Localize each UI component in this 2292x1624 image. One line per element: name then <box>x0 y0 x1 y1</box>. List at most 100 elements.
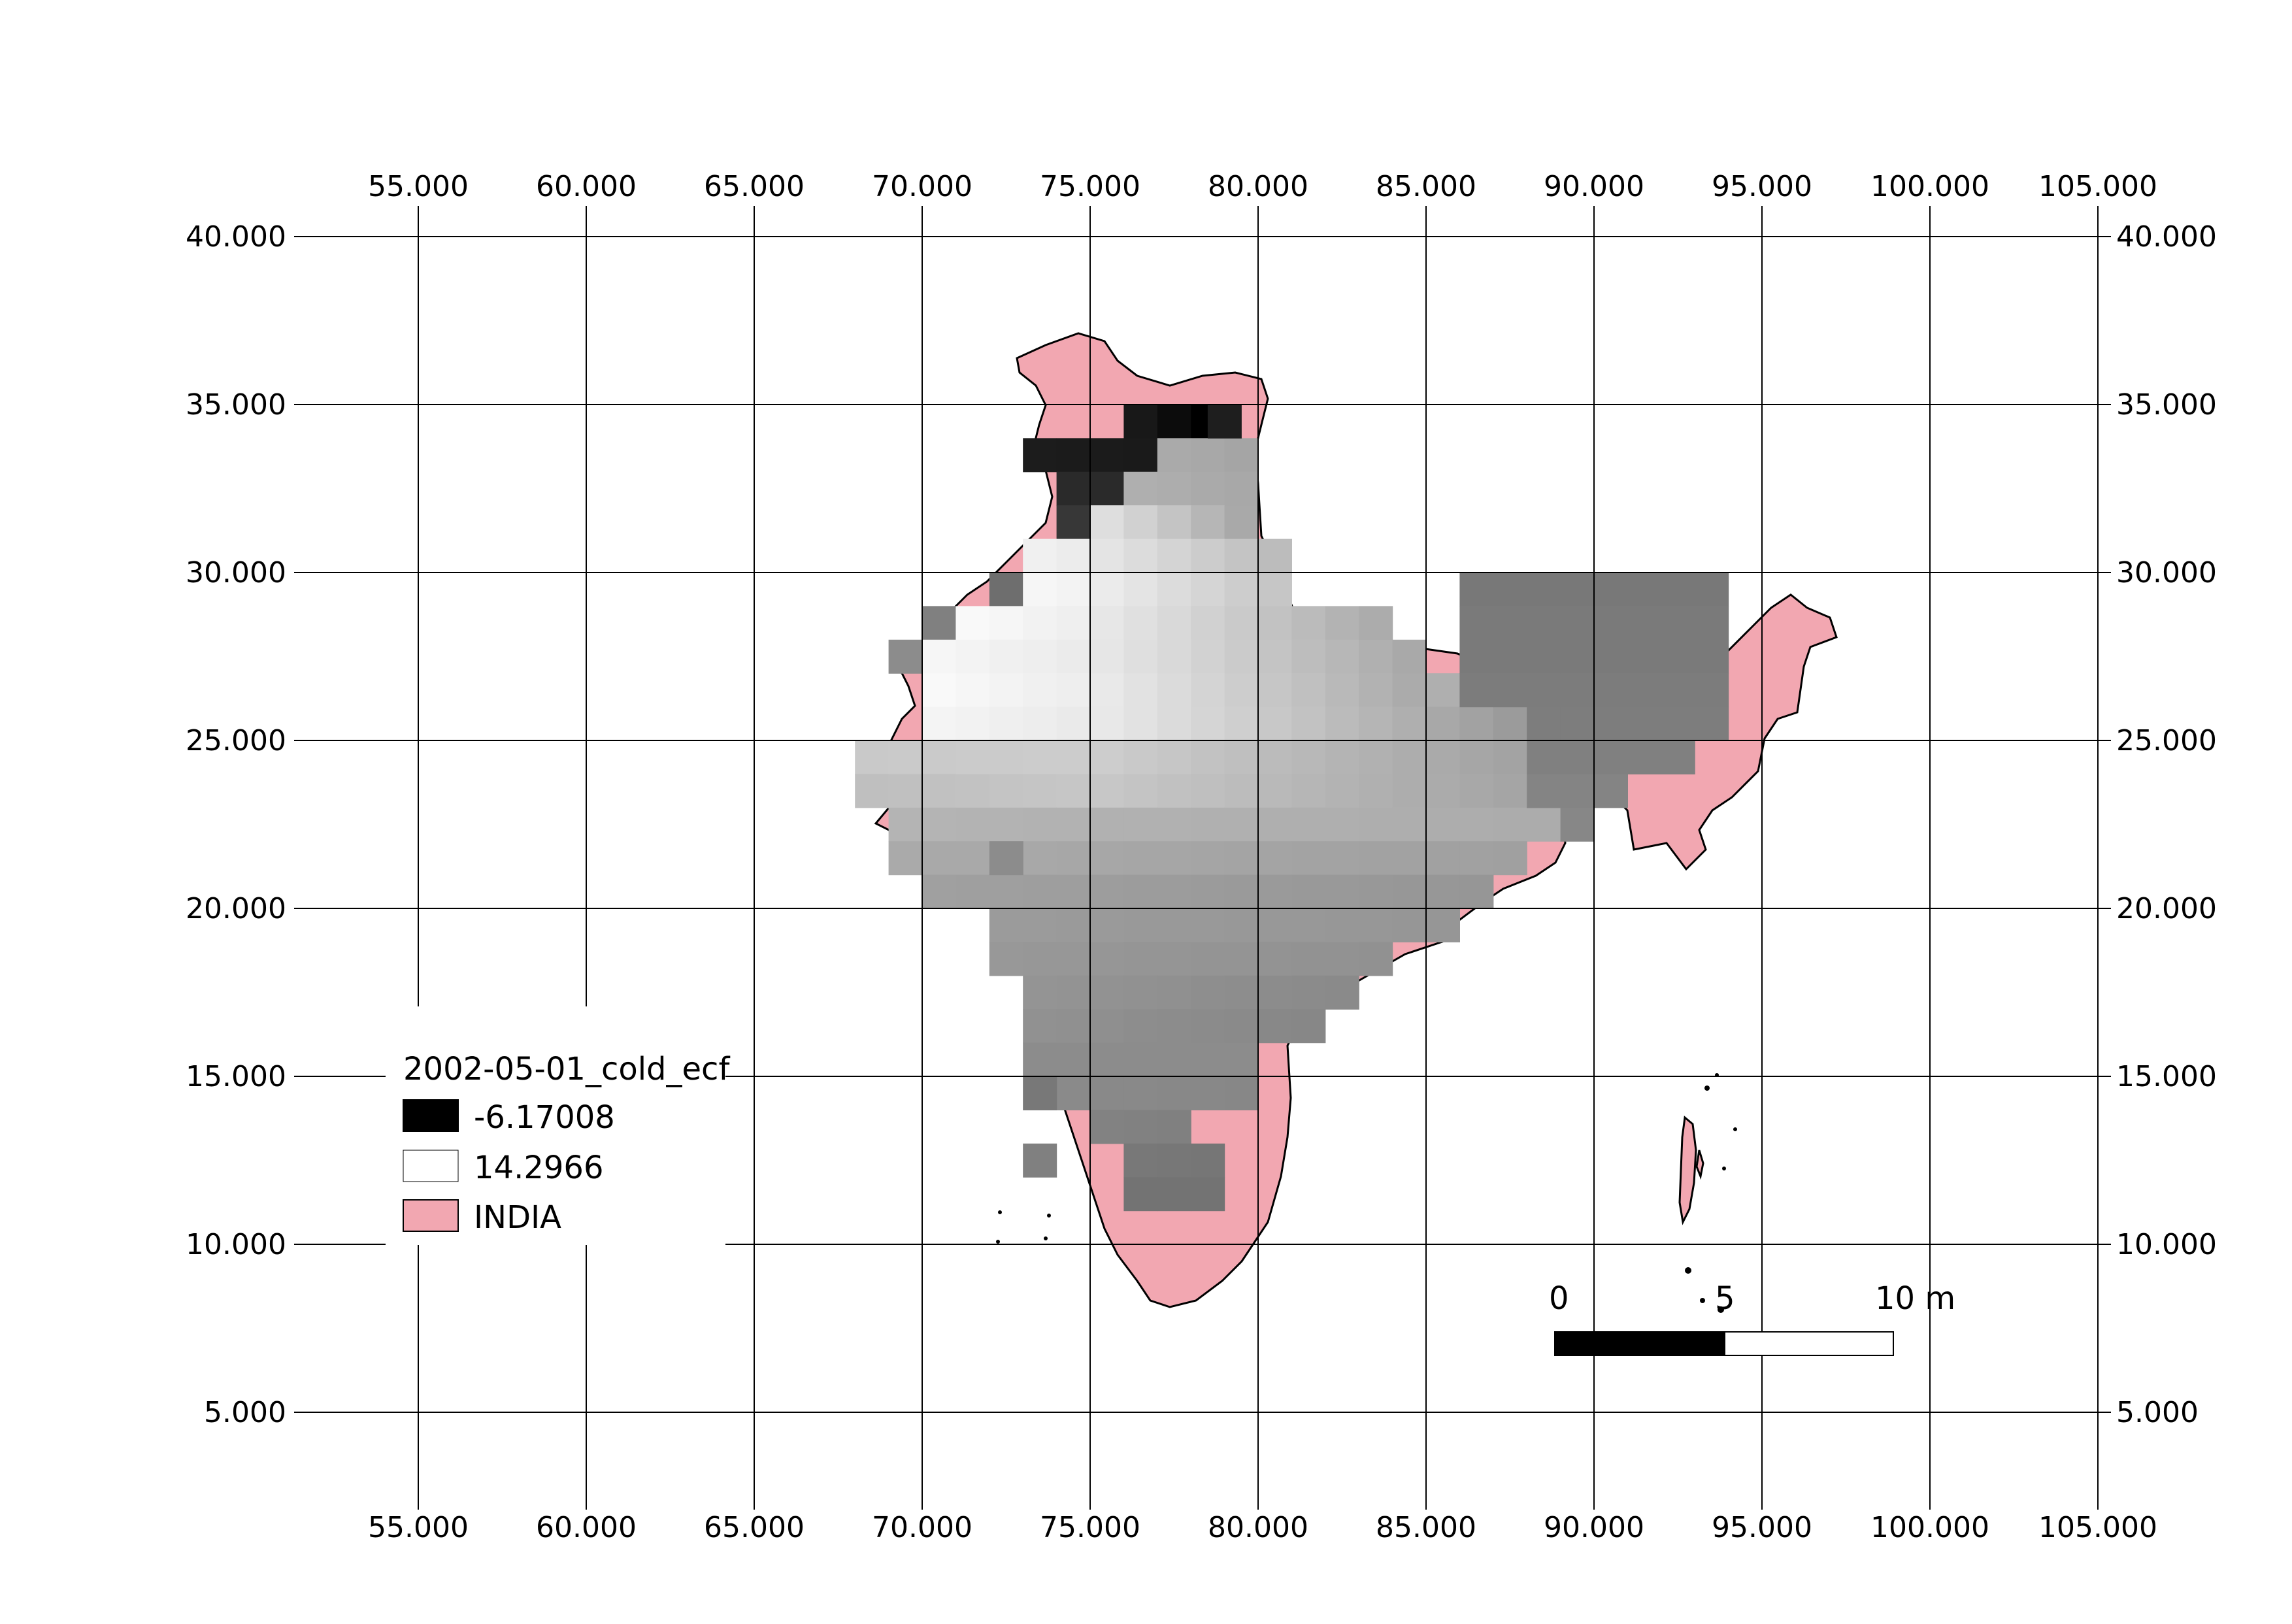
raster-cell <box>1258 706 1292 741</box>
legend-title: 2002-05-01_cold_ecf <box>403 1051 730 1087</box>
raster-cell <box>1560 639 1595 674</box>
raster-cell <box>1023 740 1057 774</box>
graticule <box>294 206 2111 1510</box>
raster-cell <box>1224 471 1259 506</box>
raster-cell <box>1090 774 1124 808</box>
raster-cell <box>1056 841 1091 876</box>
raster-cell <box>989 807 1023 842</box>
raster-cell <box>1493 673 1527 708</box>
raster-cell <box>888 841 923 876</box>
raster-cell <box>1359 673 1393 708</box>
raster-cell <box>1191 505 1225 540</box>
raster-cell <box>955 706 990 741</box>
raster-cell <box>955 874 990 909</box>
scale-bar: 0 5 10 m <box>1549 1280 1955 1356</box>
raster-cell <box>989 841 1023 876</box>
scale-label-10: 10 m <box>1875 1280 1955 1317</box>
raster-cell <box>989 942 1023 976</box>
y-label: 20.000 <box>186 892 286 925</box>
raster-cell <box>1157 942 1191 976</box>
raster-cell <box>1325 740 1359 774</box>
raster-cell <box>1325 606 1359 640</box>
raster-cell <box>1594 572 1628 606</box>
raster-cell <box>1594 774 1628 808</box>
raster-cell <box>1023 807 1057 842</box>
raster-cell <box>1627 606 1662 640</box>
raster-cell <box>1560 807 1595 842</box>
raster-cell <box>1056 539 1091 573</box>
raster-cell <box>1090 471 1124 506</box>
raster-cell <box>1258 807 1292 842</box>
raster-cell <box>1325 975 1359 1010</box>
raster-cell <box>989 572 1023 606</box>
raster-cell <box>1191 572 1225 606</box>
raster-cell <box>1056 774 1091 808</box>
raster-cell <box>1191 438 1225 472</box>
raster-cell <box>989 639 1023 674</box>
raster-cell <box>1224 639 1259 674</box>
raster-cell <box>1157 841 1191 876</box>
raster-cell <box>1291 807 1326 842</box>
raster-cell <box>1191 471 1225 506</box>
raster-cell <box>1560 673 1595 708</box>
raster-cell <box>1090 539 1124 573</box>
raster-cell <box>955 639 990 674</box>
raster-cell <box>922 606 956 640</box>
raster-cell <box>1023 841 1057 876</box>
raster-cell <box>1258 942 1292 976</box>
raster-cell <box>1325 639 1359 674</box>
raster-cell <box>1123 1143 1158 1178</box>
raster-cell <box>1090 908 1124 942</box>
raster-cell <box>1224 774 1259 808</box>
raster-cell <box>1527 706 1561 741</box>
raster-cell <box>1359 908 1393 942</box>
raster-cell <box>1123 505 1158 540</box>
raster-cell <box>1157 1009 1191 1044</box>
raster-cell <box>1191 1042 1225 1077</box>
raster-cell <box>1459 639 1494 674</box>
raster-cell <box>1560 740 1595 774</box>
raster-cell <box>1224 975 1259 1010</box>
legend-label: -6.17008 <box>474 1099 615 1136</box>
raster-cell <box>1627 740 1662 774</box>
raster-cell <box>1258 874 1292 909</box>
raster-cell <box>1527 572 1561 606</box>
raster-cell <box>1258 639 1292 674</box>
raster-cell <box>955 774 990 808</box>
x-label: 105.000 <box>2038 1511 2157 1544</box>
raster-cell <box>1661 572 1695 606</box>
x-label: 80.000 <box>1208 170 1308 203</box>
raster-cell <box>1594 740 1628 774</box>
raster-cell <box>1359 942 1393 976</box>
raster-layer <box>855 405 1729 1212</box>
raster-cell <box>1695 706 1729 741</box>
y-label: 10.000 <box>186 1228 286 1261</box>
raster-cell <box>1090 572 1124 606</box>
raster-cell <box>1493 606 1527 640</box>
raster-cell <box>1459 841 1494 876</box>
raster-cell <box>1157 639 1191 674</box>
raster-cell <box>1359 706 1393 741</box>
raster-cell <box>1325 908 1359 942</box>
raster-cell <box>1493 572 1527 606</box>
raster-cell <box>1023 1009 1057 1044</box>
raster-cell <box>1056 942 1091 976</box>
x-label: 70.000 <box>872 1511 972 1544</box>
raster-cell <box>955 606 990 640</box>
raster-cell <box>1527 639 1561 674</box>
raster-cell <box>1056 1076 1091 1110</box>
x-label: 75.000 <box>1040 170 1140 203</box>
raster-cell <box>1695 639 1729 674</box>
raster-cell <box>1157 774 1191 808</box>
raster-cell <box>1459 572 1494 606</box>
raster-cell <box>1661 606 1695 640</box>
raster-cell <box>1325 774 1359 808</box>
raster-cell <box>1191 841 1225 876</box>
raster-cell <box>1056 874 1091 909</box>
raster-cell <box>1224 874 1259 909</box>
raster-cell <box>1090 807 1124 842</box>
raster-cell <box>888 740 923 774</box>
raster-cell <box>1023 908 1057 942</box>
raster-cell <box>1291 774 1326 808</box>
legend-swatch-max <box>403 1150 459 1182</box>
